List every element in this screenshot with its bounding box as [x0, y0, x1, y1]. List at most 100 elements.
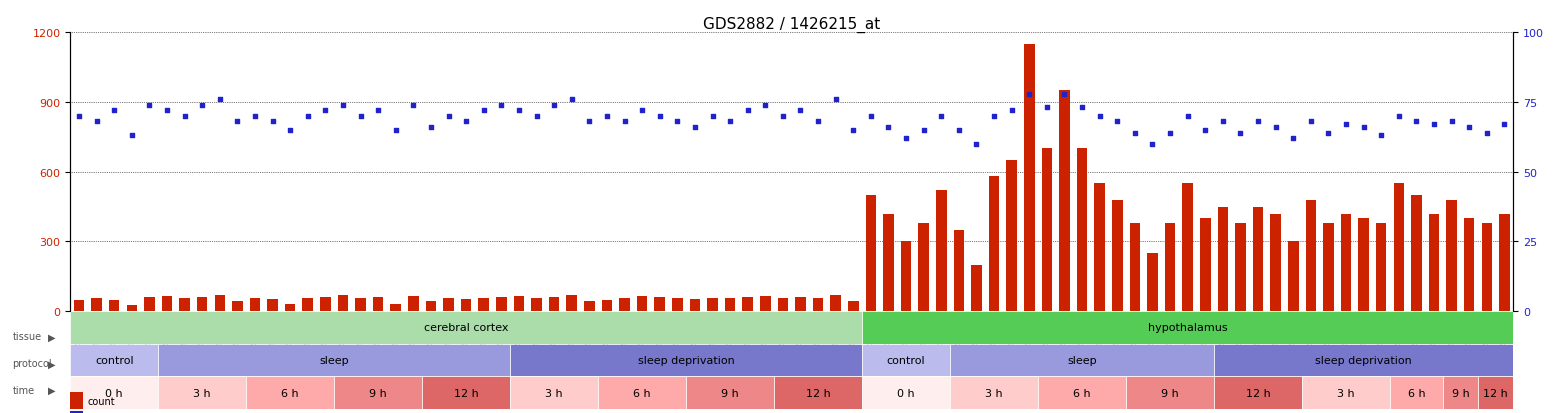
Bar: [883, 214, 894, 311]
Point: [1334, 121, 1359, 128]
Point: [981, 113, 1006, 120]
FancyBboxPatch shape: [158, 376, 246, 409]
Bar: [320, 297, 331, 311]
FancyBboxPatch shape: [510, 376, 597, 409]
Text: tissue: tissue: [12, 332, 42, 342]
Bar: [1482, 223, 1491, 311]
Bar: [796, 297, 807, 311]
FancyBboxPatch shape: [1214, 344, 1513, 376]
Bar: [409, 297, 418, 311]
Point: [682, 124, 707, 131]
Bar: [1023, 45, 1034, 311]
FancyBboxPatch shape: [70, 344, 158, 376]
Bar: [1429, 214, 1440, 311]
Bar: [972, 265, 981, 311]
Bar: [232, 301, 243, 311]
Point: [1368, 133, 1393, 139]
Text: ▶: ▶: [48, 385, 55, 395]
Text: protocol: protocol: [12, 358, 51, 368]
Point: [928, 113, 953, 120]
Bar: [1165, 223, 1175, 311]
FancyBboxPatch shape: [246, 376, 334, 409]
Bar: [1499, 214, 1510, 311]
Point: [1070, 105, 1095, 112]
Bar: [426, 301, 437, 311]
Text: control: control: [95, 355, 134, 365]
Bar: [1095, 184, 1104, 311]
Bar: [1289, 242, 1298, 311]
Point: [788, 108, 813, 114]
FancyBboxPatch shape: [70, 376, 158, 409]
Text: ▶: ▶: [48, 332, 55, 342]
Bar: [1217, 207, 1228, 311]
Bar: [1393, 184, 1404, 311]
Bar: [636, 297, 647, 311]
FancyBboxPatch shape: [863, 376, 950, 409]
Point: [84, 119, 109, 126]
Point: [137, 102, 162, 109]
Bar: [849, 301, 858, 311]
FancyBboxPatch shape: [950, 344, 1214, 376]
Bar: [179, 298, 190, 311]
Bar: [1059, 91, 1070, 311]
Bar: [900, 242, 911, 311]
Point: [964, 141, 989, 148]
Bar: [583, 301, 594, 311]
Text: 12 h: 12 h: [454, 388, 479, 398]
Bar: [602, 300, 612, 311]
Point: [612, 119, 636, 126]
Point: [647, 113, 672, 120]
FancyBboxPatch shape: [1037, 376, 1126, 409]
Bar: [919, 223, 928, 311]
Bar: [1253, 207, 1264, 311]
Point: [1264, 124, 1289, 131]
Point: [1051, 91, 1076, 97]
Text: 12 h: 12 h: [1246, 388, 1270, 398]
Bar: [73, 300, 84, 311]
Point: [1017, 91, 1042, 97]
Text: cerebral cortex: cerebral cortex: [424, 323, 509, 332]
Point: [454, 119, 479, 126]
Point: [365, 108, 390, 114]
Point: [630, 108, 655, 114]
Text: sleep: sleep: [320, 355, 349, 365]
Bar: [619, 299, 630, 311]
Point: [700, 113, 725, 120]
Text: 6 h: 6 h: [1407, 388, 1426, 398]
Text: 6 h: 6 h: [1073, 388, 1090, 398]
Text: 12 h: 12 h: [1484, 388, 1509, 398]
Bar: [1323, 223, 1334, 311]
Text: sleep deprivation: sleep deprivation: [638, 355, 735, 365]
Point: [1158, 130, 1182, 137]
Point: [225, 119, 250, 126]
Point: [841, 127, 866, 134]
FancyBboxPatch shape: [70, 311, 863, 344]
Point: [348, 113, 373, 120]
Bar: [460, 299, 471, 311]
Bar: [1446, 200, 1457, 311]
FancyBboxPatch shape: [1390, 376, 1443, 409]
Bar: [707, 298, 718, 311]
Bar: [1042, 149, 1051, 311]
Bar: [813, 299, 824, 311]
Point: [911, 127, 936, 134]
Point: [1245, 119, 1270, 126]
Text: 0 h: 0 h: [106, 388, 123, 398]
Point: [314, 108, 339, 114]
Bar: [1182, 184, 1193, 311]
Point: [524, 113, 549, 120]
Bar: [743, 297, 753, 311]
Text: 0 h: 0 h: [897, 388, 914, 398]
Bar: [126, 306, 137, 311]
Point: [172, 113, 197, 120]
Bar: [1340, 214, 1351, 311]
Bar: [1129, 223, 1140, 311]
Point: [558, 97, 583, 103]
Point: [1404, 119, 1429, 126]
Point: [190, 102, 215, 109]
Point: [753, 102, 778, 109]
Point: [1491, 121, 1516, 128]
Bar: [92, 299, 101, 311]
Point: [1457, 124, 1482, 131]
Text: sleep deprivation: sleep deprivation: [1315, 355, 1412, 365]
